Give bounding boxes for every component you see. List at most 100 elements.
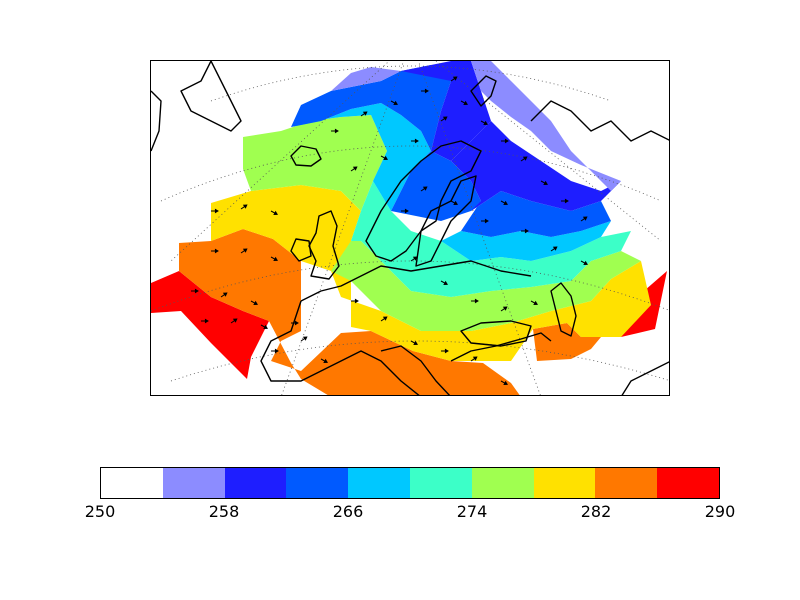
colorbar-cell [595,468,658,498]
wind-arrow-head [472,356,478,361]
wind-arrow-head [334,128,339,134]
coastlines [151,61,669,395]
wind-arrow-head [354,298,359,304]
wind-arrow-head [204,318,209,324]
meridian-line [435,61,662,242]
field-region-278-south [331,241,641,331]
coastline-baltic [415,175,477,267]
coastline-britain [308,210,340,280]
coastline-asia-east [621,361,669,395]
coastline-greenland [151,61,242,152]
wind-arrow-head [443,280,448,286]
wind-arrow-head [524,228,529,234]
colorbar-cell [101,468,163,498]
field-region-282 [211,185,651,361]
wind-arrow-head [414,138,419,144]
colorbar-cell [409,468,472,498]
wind-arrow-head [412,256,418,261]
coastline-novaya-zemlya [470,75,497,107]
field-region-290 [151,271,269,379]
parallel-line [210,65,612,102]
wind-arrow-head [253,300,258,306]
colorbar-cell [533,468,596,498]
wind-arrow-head [583,260,588,266]
wind-arrow-head [444,348,449,354]
wind-arrow-head [413,340,418,346]
field-region-266 [291,65,451,151]
wind-arrow-head [533,300,538,306]
field-region-286 [179,229,520,395]
wind-arrow-head [323,358,328,364]
wind-arrow-head [294,320,299,326]
wind-arrow-head [422,186,428,191]
wind-arrow-head [582,216,588,221]
wind-arrow-head [484,218,489,224]
coastline-scandinavia [365,140,482,262]
wind-arrow-head [522,156,528,161]
wind-vectors [191,76,588,386]
wind-arrow-head [543,180,548,186]
map-panel [150,60,670,396]
wind-arrow-head [382,316,388,321]
wind-arrow-head [242,248,248,253]
colorbar-cell [162,468,225,498]
wind-arrow-head [383,155,388,161]
wind-arrow-head [362,111,368,116]
wind-arrow-head [222,292,228,297]
wind-arrow-head [442,116,448,121]
field-region-274 [351,181,631,297]
wind-arrow-head [452,76,458,81]
wind-arrow-head [453,200,458,206]
coastline-ireland [290,238,312,262]
wind-arrow-head [503,200,508,206]
colorbar-cell [286,468,349,498]
field-region-262-east [451,121,621,211]
field-region-262 [401,61,491,161]
field-region-266-mid [391,151,611,237]
wind-arrow-head [483,120,488,126]
temperature-field [151,61,667,395]
wind-arrow-head [503,380,508,386]
temperature-map [151,61,669,395]
wind-arrow-head [504,138,509,144]
graticule [151,61,669,395]
coastline-black-sea [460,320,532,347]
colorbar-tick-label: 266 [332,502,364,521]
wind-arrow-head [274,348,279,354]
wind-arrow-head [302,336,308,341]
wind-arrow-head [263,324,268,330]
colorbar-cell [224,468,287,498]
field-region-258-east [451,61,621,191]
wind-arrow-head [232,318,238,323]
field-region-258 [331,67,401,91]
field-region-290-east [621,271,667,337]
wind-arrow-head [214,208,219,214]
wind-arrow-head [242,204,248,209]
wind-arrow-head [564,198,569,204]
coastline-caspian [550,282,577,337]
colorbar-cell [657,468,719,498]
parallel-line [151,260,669,312]
colorbar-tick-label: 274 [456,502,488,521]
wind-arrow-head [273,210,278,216]
wind-arrow-head [552,246,558,251]
field-region-286-east [533,297,651,361]
colorbar-tick-label: 258 [208,502,240,521]
wind-arrow-head [273,256,278,262]
colorbar-tick-label: 282 [580,502,612,521]
wind-arrow-head [352,166,358,171]
wind-arrow-head [463,100,468,106]
coastline-continent [260,260,552,395]
colorbar-tick-label: 250 [84,502,116,521]
wind-arrow-head [194,288,199,294]
colorbar [100,467,720,499]
wind-arrow-head [424,88,429,94]
coastline-iceland [290,145,322,167]
wind-arrow-head [214,248,219,254]
wind-arrow-head [404,208,409,214]
colorbar-tick-label: 290 [704,502,736,521]
coastline-siberia [530,100,669,142]
colorbar-cell [348,468,410,498]
field-region-270-east [441,221,611,261]
wind-arrow-head [502,306,508,311]
